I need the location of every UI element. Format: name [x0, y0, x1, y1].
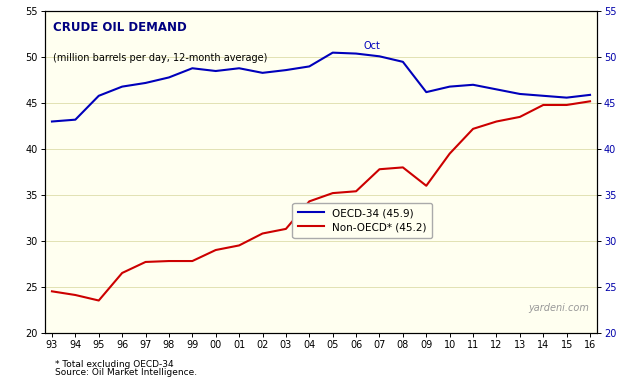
Text: Source: Oil Market Intelligence.: Source: Oil Market Intelligence. — [55, 368, 196, 377]
Text: (million barrels per day, 12-month average): (million barrels per day, 12-month avera… — [53, 53, 268, 63]
Text: CRUDE OIL DEMAND: CRUDE OIL DEMAND — [53, 21, 187, 34]
Text: yardeni.com: yardeni.com — [528, 304, 589, 313]
Text: * Total excluding OECD-34: * Total excluding OECD-34 — [55, 359, 173, 369]
Text: Oct: Oct — [363, 41, 380, 51]
Legend: OECD-34 (45.9), Non-OECD* (45.2): OECD-34 (45.9), Non-OECD* (45.2) — [293, 203, 431, 238]
